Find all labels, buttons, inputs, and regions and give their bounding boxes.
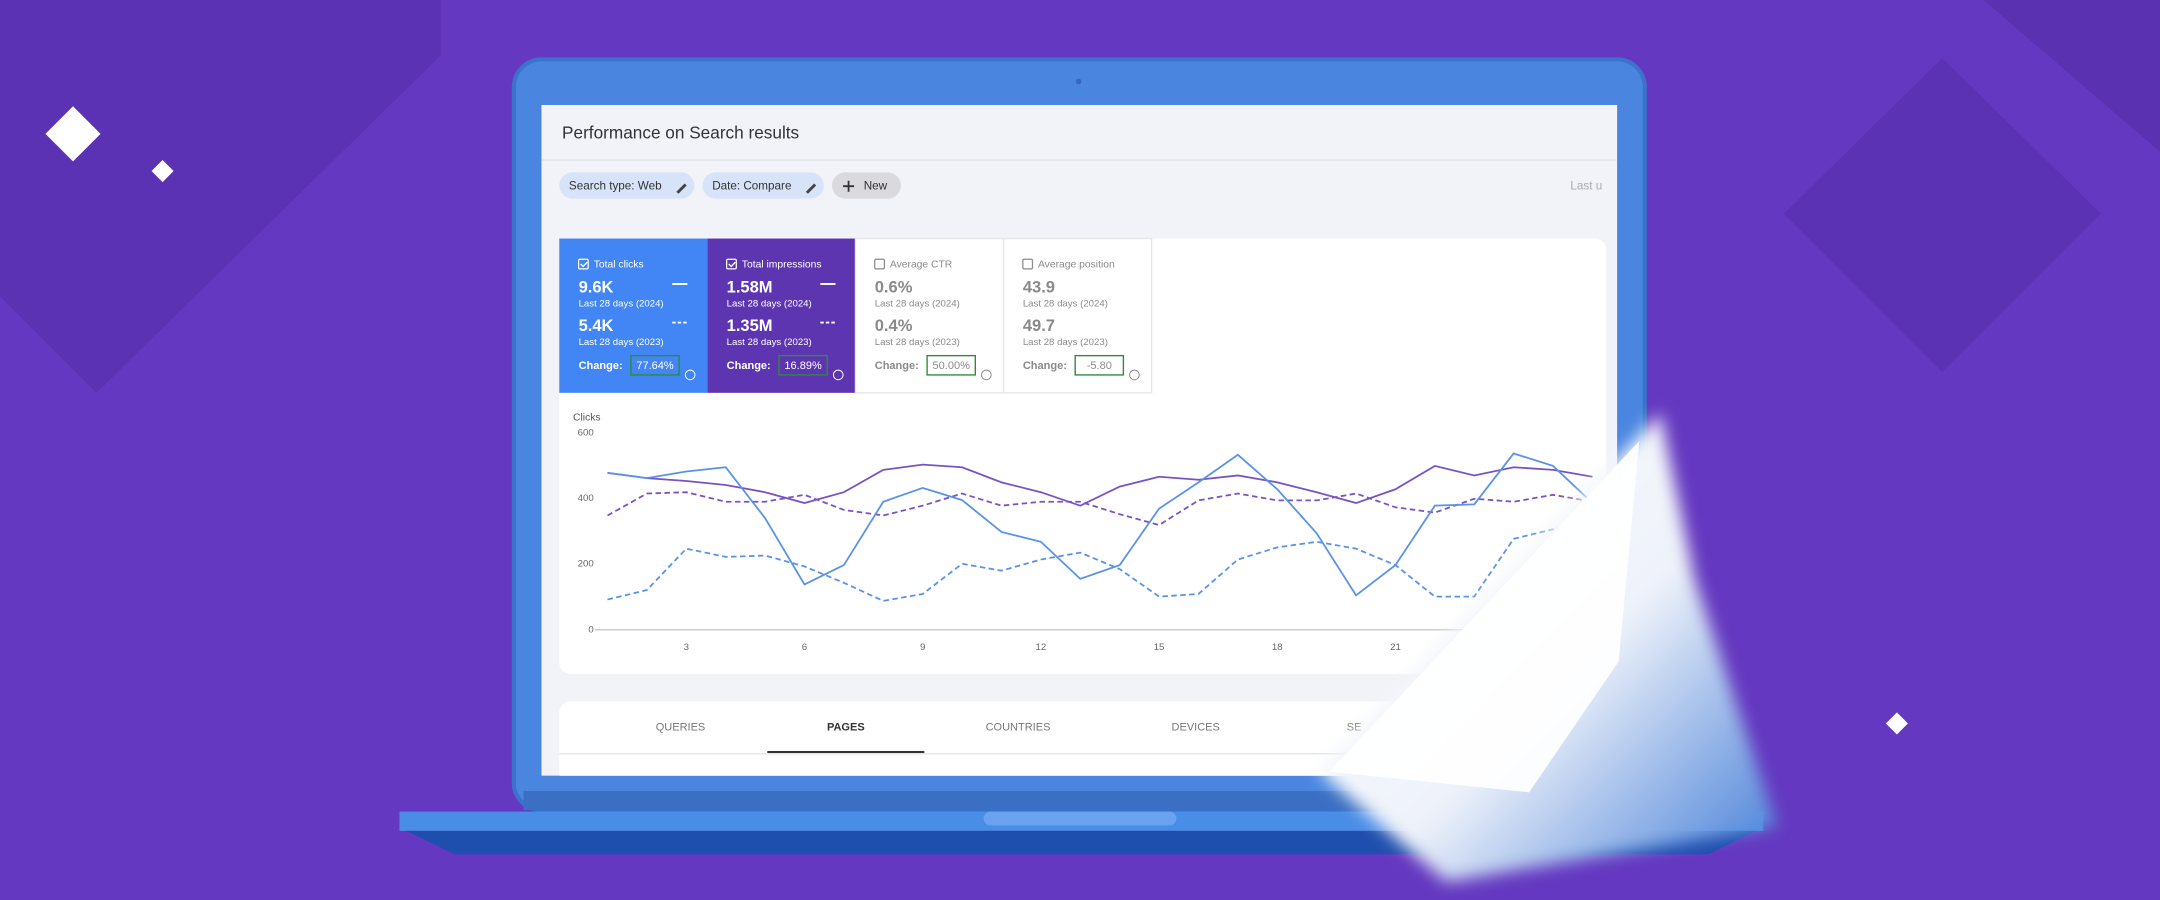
help-icon	[981, 369, 992, 381]
change-label: Change:	[579, 360, 623, 372]
change-value: 50.00%	[933, 360, 971, 372]
metric-period: Last 28 days (2024)	[579, 299, 664, 310]
tab-underline	[767, 750, 925, 754]
metric-card[interactable]	[559, 238, 708, 393]
change-box	[630, 354, 680, 376]
checkmark	[728, 261, 736, 268]
decor	[151, 160, 174, 183]
metric-value: 5.4K	[579, 316, 614, 335]
metric-period: Last 28 days (2023)	[727, 337, 812, 348]
checkbox	[726, 258, 737, 270]
decor	[1983, 0, 2160, 152]
help-icon	[684, 369, 696, 381]
metric-period: Last 28 days (2024)	[1023, 299, 1108, 310]
edit-icon	[805, 183, 817, 194]
metric-value: 9.6K	[579, 277, 614, 296]
change-value: -5.80	[1087, 360, 1112, 372]
filter-label: Search type: Web	[569, 179, 662, 192]
change-label: Change:	[727, 360, 771, 372]
filter-chip[interactable]	[702, 172, 824, 199]
metric-value: 1.35M	[727, 316, 773, 335]
change-label: Change:	[1023, 360, 1067, 372]
tab[interactable]: DEVICES	[1172, 721, 1220, 733]
x-tick-label: 3	[684, 642, 689, 653]
metric-period: Last 28 days (2023)	[1023, 337, 1108, 348]
metric-value: 1.58M	[727, 277, 773, 296]
metric-card[interactable]	[1002, 237, 1153, 394]
x-tick-label: 15	[1154, 642, 1165, 653]
x-tick-label: 6	[802, 642, 807, 653]
tab[interactable]: COUNTRIES	[986, 721, 1051, 733]
series-line	[607, 522, 1593, 602]
y-tick-label: 200	[578, 559, 594, 570]
last-updated: Last u	[1570, 179, 1602, 192]
change-box	[778, 354, 828, 376]
help-icon	[832, 369, 844, 381]
metric-label: Average CTR	[890, 259, 952, 270]
laptop-notch	[983, 811, 1177, 826]
decor	[1885, 712, 1908, 735]
metric-period: Last 28 days (2024)	[727, 299, 812, 310]
series-line	[607, 463, 1593, 507]
decor	[1783, 58, 2101, 373]
metric-label: Total impressions	[742, 259, 822, 270]
plus-icon	[843, 180, 855, 192]
tab[interactable]: PAGES	[827, 721, 865, 733]
help-icon	[1129, 369, 1140, 381]
new-label: New	[864, 179, 888, 192]
x-tick-label: 18	[1272, 642, 1283, 653]
checkmark	[580, 261, 588, 268]
metric-value: 0.4%	[875, 316, 913, 335]
new-button[interactable]	[832, 172, 901, 199]
decor	[45, 106, 101, 162]
y-axis-label: Clicks	[573, 412, 601, 423]
change-box	[1074, 354, 1125, 376]
y-tick-label: 600	[578, 427, 594, 438]
page-title: Performance on Search results	[562, 122, 799, 142]
metric-period: Last 28 days (2024)	[875, 299, 960, 310]
checkbox	[1022, 258, 1034, 270]
page-fold	[1329, 441, 1640, 793]
edit-icon	[676, 183, 687, 194]
y-tick-label: 400	[578, 493, 594, 504]
checkbox	[874, 258, 886, 270]
metric-value: 49.7	[1023, 316, 1055, 335]
metric-period: Last 28 days (2023)	[875, 337, 960, 348]
filter-label: Date: Compare	[712, 179, 791, 192]
change-value: 16.89%	[784, 360, 822, 372]
series-line	[607, 452, 1594, 597]
metric-period: Last 28 days (2023)	[579, 337, 664, 348]
metric-card[interactable]	[707, 238, 856, 393]
x-tick-label: 9	[920, 642, 925, 653]
metric-card[interactable]	[854, 237, 1005, 394]
x-tick-label: 12	[1036, 642, 1047, 653]
plot: 0 200 400 600 3 6 9 12 15 18 21	[578, 427, 1607, 653]
metric-cards: Total clicks 9.6K Last 28 days (2024) 5.4K L…	[559, 237, 1153, 394]
metric-value: 0.6%	[875, 277, 913, 296]
decor	[0, 0, 441, 393]
metric-label: Total clicks	[594, 259, 644, 270]
checkbox	[577, 258, 589, 270]
y-tick-label: 0	[588, 624, 593, 635]
metric-value: 43.9	[1023, 277, 1055, 296]
metric-label: Average position	[1038, 259, 1115, 270]
change-label: Change:	[875, 360, 919, 372]
tab[interactable]: QUERIES	[656, 721, 706, 733]
change-value: 77.64%	[636, 360, 674, 372]
tab[interactable]: SE	[1347, 721, 1362, 733]
series-line	[607, 491, 1593, 527]
camera	[1075, 78, 1082, 85]
filter-chip[interactable]	[559, 172, 695, 199]
change-box	[926, 354, 976, 376]
x-tick-label: 21	[1390, 642, 1401, 653]
